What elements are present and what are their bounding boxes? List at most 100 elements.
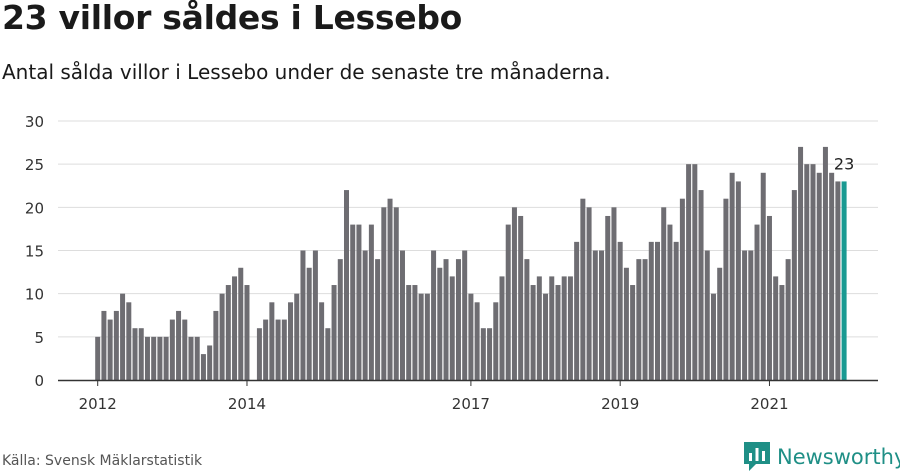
bar	[686, 164, 692, 380]
bar	[256, 328, 262, 380]
bar	[648, 241, 654, 380]
bar	[592, 250, 598, 380]
bar	[101, 310, 107, 380]
bar	[810, 164, 816, 380]
bar	[269, 302, 275, 380]
bar	[406, 285, 412, 380]
bar	[468, 293, 474, 380]
bar	[263, 319, 269, 380]
bar	[412, 285, 418, 380]
bar	[580, 198, 586, 380]
bar	[735, 181, 741, 380]
bar	[300, 250, 306, 380]
bar	[586, 207, 592, 380]
x-tick-label: 2012	[79, 395, 117, 413]
bar	[368, 224, 374, 380]
bar	[437, 267, 443, 380]
bar	[157, 336, 163, 380]
bar	[387, 198, 393, 380]
bar	[804, 164, 810, 380]
y-tick-label: 30	[25, 113, 44, 131]
bar	[791, 190, 797, 380]
bar	[356, 224, 362, 380]
bar	[499, 276, 505, 380]
value-label: 23	[834, 154, 854, 173]
bar	[312, 250, 318, 380]
gridlines	[58, 120, 878, 338]
bar	[275, 319, 281, 380]
bar	[362, 250, 368, 380]
bar	[779, 285, 785, 380]
bar	[207, 345, 213, 380]
bar	[480, 328, 486, 380]
bar	[232, 276, 238, 380]
bar	[288, 302, 294, 380]
y-axis-labels: 0 5 10 15 20 25 30	[25, 113, 44, 390]
bar	[611, 207, 617, 380]
bar	[773, 276, 779, 380]
bar	[766, 215, 772, 380]
bar	[511, 207, 517, 380]
bar	[188, 336, 194, 380]
bar	[543, 293, 549, 380]
bar	[337, 259, 343, 380]
bar	[567, 276, 573, 380]
bar	[331, 285, 337, 380]
bar	[636, 259, 642, 380]
x-tick-label: 2019	[601, 395, 639, 413]
bar	[748, 250, 754, 380]
bar	[120, 293, 126, 380]
y-tick-label: 25	[25, 156, 44, 174]
chart-title: 23 villor såldes i Lessebo	[2, 0, 463, 37]
bar	[729, 172, 735, 380]
bar	[455, 259, 461, 380]
y-tick-label: 15	[25, 243, 44, 261]
bar	[679, 198, 685, 380]
bar	[505, 224, 511, 380]
bar	[393, 207, 399, 380]
bar	[742, 250, 748, 380]
source-note: Källa: Svensk Mäklarstatistik	[2, 453, 203, 469]
bar	[723, 198, 729, 380]
bar	[113, 310, 119, 380]
bar	[449, 276, 455, 380]
bar	[375, 259, 381, 380]
bar	[194, 336, 200, 380]
bar	[574, 241, 580, 380]
bar	[605, 215, 611, 380]
bar	[319, 302, 325, 380]
bar	[200, 354, 206, 380]
bar	[518, 215, 524, 380]
bar	[704, 250, 710, 380]
y-tick-label: 5	[34, 329, 44, 347]
bar	[443, 259, 449, 380]
newsworthy-logo-icon	[744, 442, 770, 471]
y-tick-label: 20	[25, 199, 44, 217]
bar	[667, 224, 673, 380]
bar	[418, 293, 424, 380]
bar	[835, 181, 841, 380]
x-tick-label: 2014	[228, 395, 266, 413]
bar	[144, 336, 150, 380]
bar	[424, 293, 430, 380]
bar	[754, 224, 760, 380]
bar	[138, 328, 144, 380]
bar	[244, 285, 250, 380]
bar	[431, 250, 437, 380]
bar	[344, 190, 349, 380]
bar	[822, 146, 828, 380]
bar	[213, 310, 219, 380]
bar	[530, 285, 536, 380]
bar	[536, 276, 542, 380]
bar	[673, 241, 679, 380]
chart-subtitle: Antal sålda villor i Lessebo under de se…	[2, 60, 611, 84]
y-tick-label: 10	[25, 286, 44, 304]
x-tick-label: 2021	[750, 395, 788, 413]
bar	[617, 241, 623, 380]
brand-logo: Newsworthy	[744, 442, 900, 472]
bar	[225, 285, 231, 380]
bar	[294, 293, 300, 380]
y-tick-label: 0	[34, 372, 44, 390]
bar	[325, 328, 331, 380]
bar	[661, 207, 667, 380]
